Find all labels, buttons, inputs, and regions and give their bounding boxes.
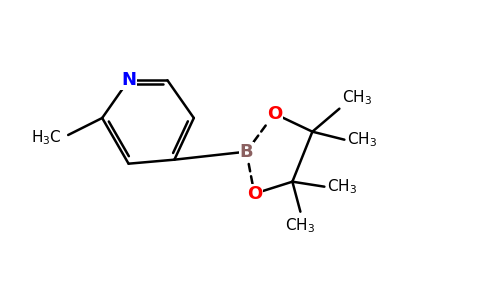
Text: N: N	[121, 71, 136, 89]
Text: CH$_3$: CH$_3$	[285, 217, 316, 236]
Text: CH$_3$: CH$_3$	[342, 88, 373, 107]
Text: CH$_3$: CH$_3$	[327, 177, 358, 196]
Text: O: O	[247, 185, 262, 203]
Text: H$_3$C: H$_3$C	[31, 129, 62, 147]
Text: O: O	[267, 105, 282, 123]
Text: CH$_3$: CH$_3$	[348, 130, 378, 149]
Text: B: B	[240, 143, 253, 161]
